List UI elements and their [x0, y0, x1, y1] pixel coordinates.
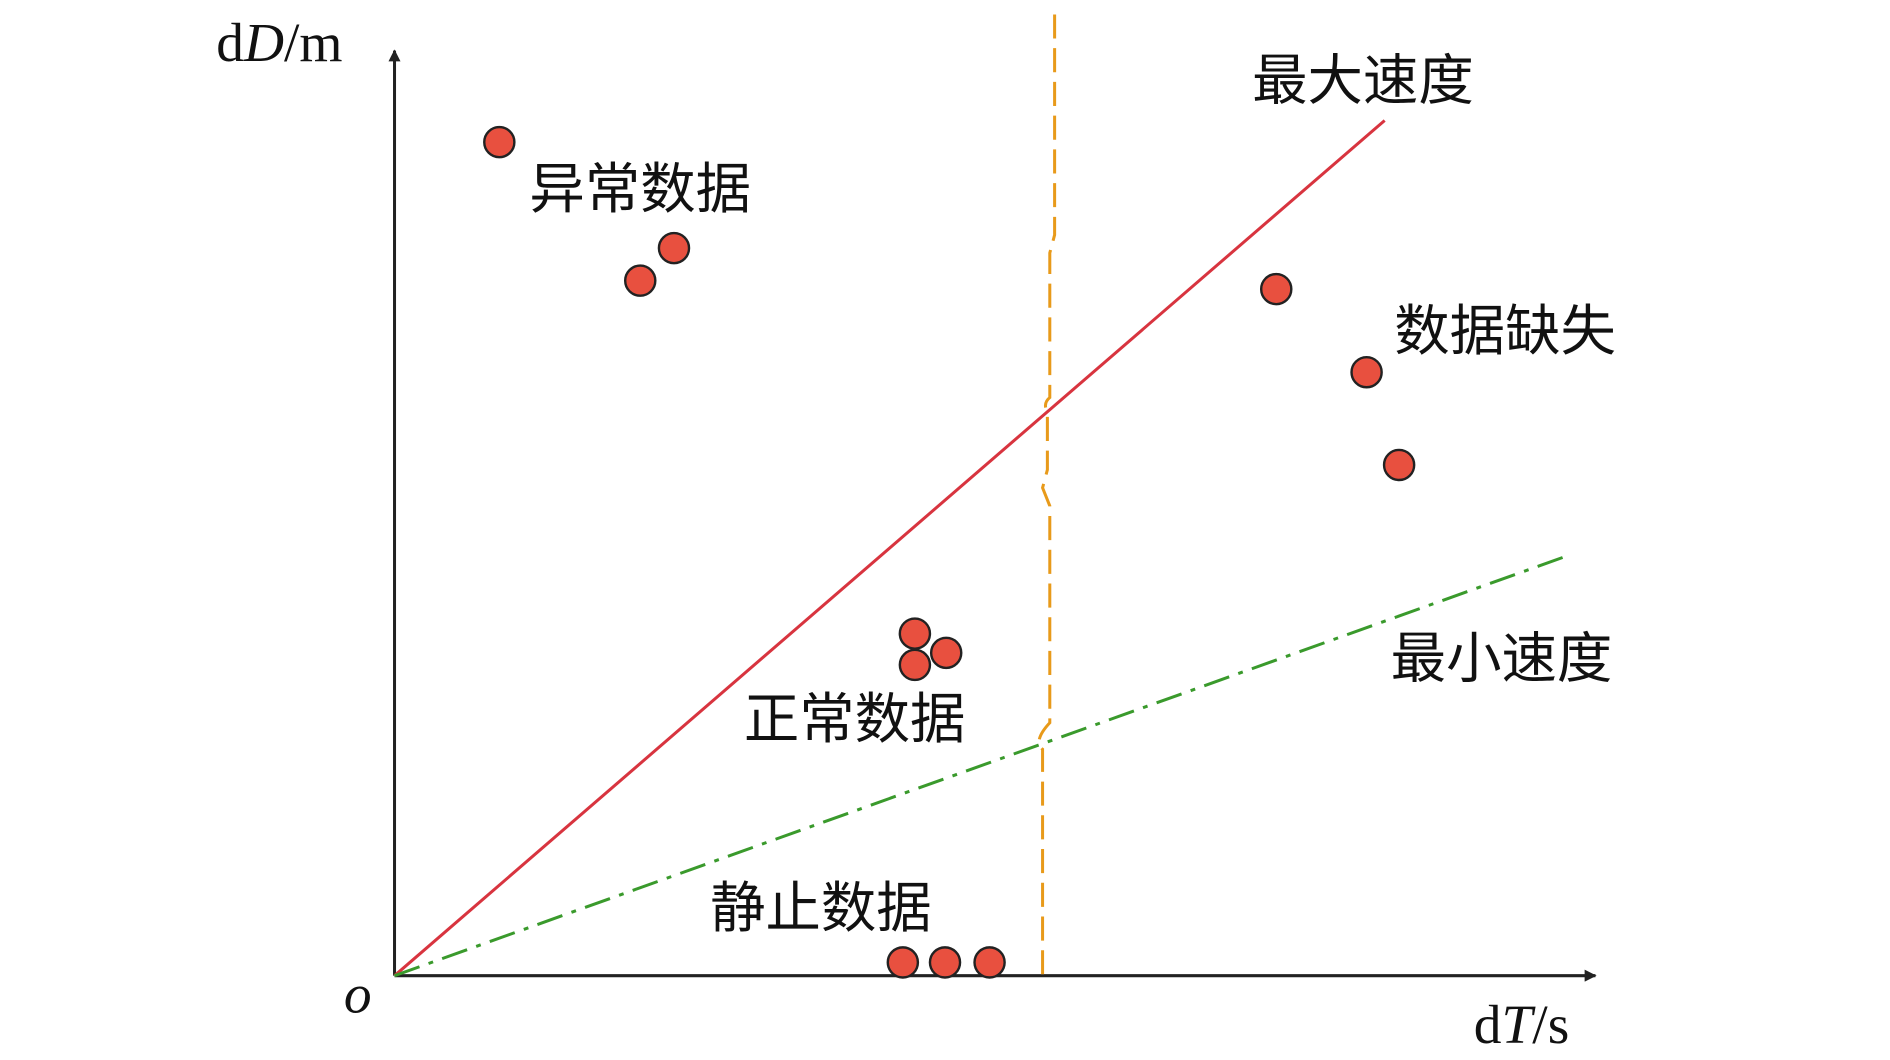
y-label-var: D [243, 12, 284, 73]
point [1350, 355, 1383, 389]
x-label-part: d [1474, 994, 1502, 1055]
x-axis-label: dT/s [1474, 994, 1569, 1055]
static-label: 静止数据 [710, 877, 932, 941]
y-axis-label: dD/m [216, 12, 342, 73]
point [1382, 448, 1416, 482]
y-label-unit: /m [284, 12, 342, 73]
min-speed-label: 最小速度 [1391, 628, 1613, 692]
point [898, 617, 932, 650]
time-threshold-line [1037, 14, 1057, 976]
normal-label: 正常数据 [744, 688, 966, 752]
point [886, 946, 920, 979]
origin-label: o [344, 963, 372, 1024]
x-label-unit: /s [1532, 994, 1569, 1055]
max-speed-line [393, 119, 1386, 977]
point [928, 946, 962, 979]
points [483, 125, 1416, 979]
max-speed-label: 最大速度 [1252, 49, 1474, 113]
point [929, 636, 963, 670]
y-label-part: d [216, 12, 244, 73]
x-label-var: T [1501, 994, 1536, 1055]
point [657, 231, 691, 265]
abnormal-label: 异常数据 [529, 158, 751, 222]
point [898, 648, 932, 682]
point [623, 264, 657, 297]
point [483, 125, 516, 159]
point [973, 946, 1006, 979]
missing-label: 数据缺失 [1394, 300, 1616, 364]
point [1259, 272, 1293, 306]
min-speed-line [394, 555, 1566, 978]
